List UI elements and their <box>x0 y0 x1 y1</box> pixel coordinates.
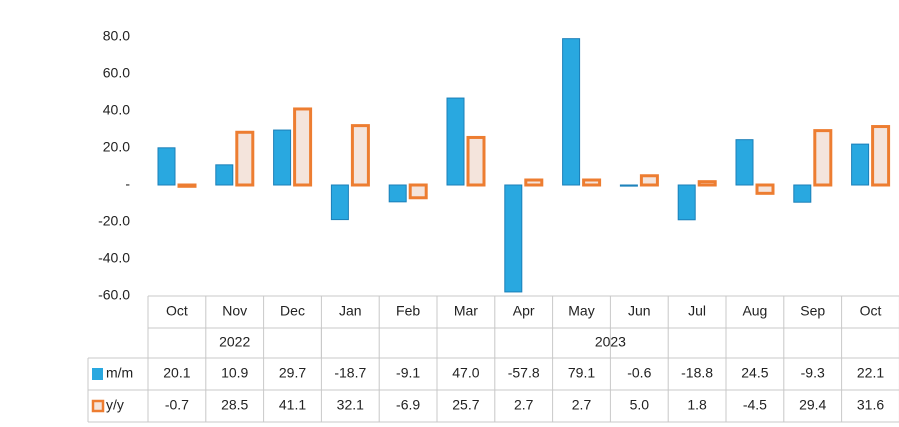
bar <box>330 184 349 221</box>
y-tick-label: -40.0 <box>98 250 130 266</box>
table-value: 32.1 <box>337 397 364 413</box>
y-tick-label: 60.0 <box>103 65 130 81</box>
table-value: -0.7 <box>165 397 189 413</box>
bar <box>851 143 870 186</box>
bar <box>408 183 428 200</box>
bar <box>735 139 754 186</box>
table-value: 29.4 <box>799 397 826 413</box>
bar <box>215 164 234 186</box>
x-tick-label: Apr <box>513 303 535 319</box>
year-label: 2022 <box>219 334 250 350</box>
bar <box>562 38 581 186</box>
x-tick-label: Feb <box>396 303 420 319</box>
table-value: 28.5 <box>221 397 248 413</box>
bar <box>293 107 313 187</box>
y-tick-label: 40.0 <box>103 102 130 118</box>
table-value: 20.1 <box>163 365 190 381</box>
bar <box>157 147 176 186</box>
table-value: 22.1 <box>857 365 884 381</box>
bar <box>793 184 812 203</box>
bar <box>177 183 197 188</box>
x-tick-label: Dec <box>280 303 305 319</box>
legend-label: y/y <box>106 397 124 413</box>
bar <box>813 129 833 187</box>
table-value: 24.5 <box>741 365 768 381</box>
x-tick-label: Jul <box>688 303 706 319</box>
legend-key <box>91 399 105 413</box>
table-value: -6.9 <box>396 397 420 413</box>
table-value: -0.6 <box>627 365 651 381</box>
bar <box>350 124 370 187</box>
bar <box>504 184 523 293</box>
bar <box>697 180 717 187</box>
x-tick-label: Oct <box>166 303 188 319</box>
table-value: -57.8 <box>508 365 540 381</box>
table-value: -4.5 <box>743 397 767 413</box>
table-value: 79.1 <box>568 365 595 381</box>
table-value: 31.6 <box>857 397 884 413</box>
x-tick-label: Jan <box>339 303 362 319</box>
table-value: 2.7 <box>572 397 592 413</box>
legend-key <box>92 368 103 380</box>
bar <box>524 178 544 187</box>
table-value: -18.8 <box>681 365 713 381</box>
x-tick-label: May <box>568 303 594 319</box>
bar <box>582 178 602 187</box>
bar <box>677 184 696 221</box>
table-value: 25.7 <box>452 397 479 413</box>
y-tick-label: -60.0 <box>98 287 130 303</box>
y-tick-label: 80.0 <box>103 28 130 44</box>
legend-label: m/m <box>106 365 133 381</box>
table-value: 41.1 <box>279 397 306 413</box>
bar <box>755 183 775 195</box>
x-tick-label: Aug <box>742 303 767 319</box>
table-value: 29.7 <box>279 365 306 381</box>
bar <box>446 97 465 186</box>
bar <box>388 184 407 203</box>
table-value: 5.0 <box>630 397 650 413</box>
x-tick-label: Oct <box>860 303 882 319</box>
table-value: 47.0 <box>452 365 479 381</box>
table-value: -9.3 <box>801 365 825 381</box>
bar <box>639 174 659 187</box>
bar <box>235 130 255 187</box>
y-tick-label: - <box>125 176 130 192</box>
bar <box>466 135 486 187</box>
table-value: 2.7 <box>514 397 534 413</box>
bar <box>619 184 638 187</box>
year-label: 2023 <box>595 334 626 350</box>
table-value: 1.8 <box>687 397 707 413</box>
table-value: -9.1 <box>396 365 420 381</box>
y-tick-label: -20.0 <box>98 213 130 229</box>
y-tick-label: 20.0 <box>103 139 130 155</box>
x-tick-label: Sep <box>800 303 825 319</box>
bar <box>273 129 292 186</box>
table-value: 10.9 <box>221 365 248 381</box>
x-tick-label: Jun <box>628 303 651 319</box>
x-tick-label: Mar <box>454 303 478 319</box>
table-value: -18.7 <box>334 365 366 381</box>
x-tick-label: Nov <box>222 303 247 319</box>
bar <box>871 125 891 187</box>
